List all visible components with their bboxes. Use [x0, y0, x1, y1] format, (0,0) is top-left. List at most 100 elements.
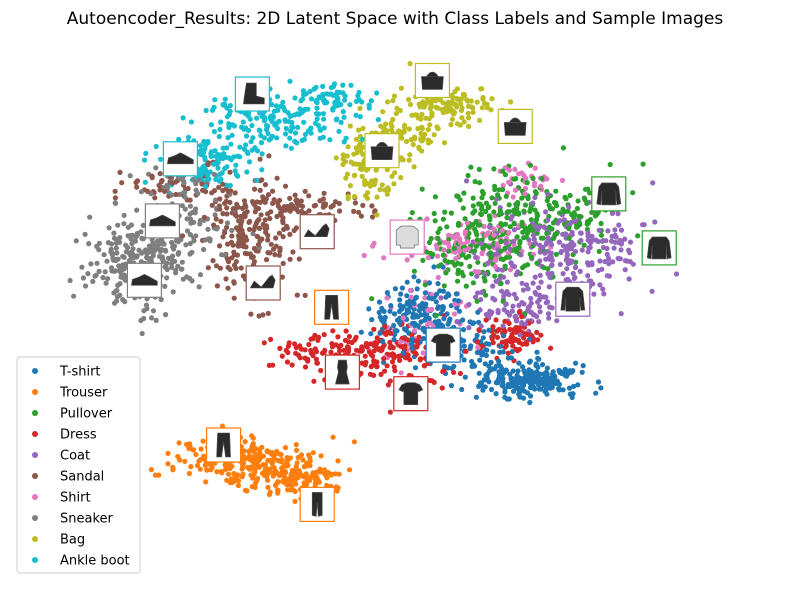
data-point-sandal	[157, 171, 163, 177]
data-point-coat	[474, 273, 480, 279]
data-point-ankle-boot	[254, 148, 261, 154]
data-point-pullover	[598, 232, 605, 238]
data-point-dress	[505, 350, 511, 356]
data-point-sneaker	[129, 255, 135, 261]
data-point-trouser	[281, 463, 287, 469]
data-point-ankle-boot	[208, 122, 215, 128]
data-point-dress	[387, 409, 393, 415]
data-point-sandal	[280, 234, 286, 240]
data-point-sandal	[282, 183, 289, 189]
data-point-trouser	[294, 460, 300, 466]
data-point-ankle-boot	[301, 91, 307, 97]
data-point-pullover	[474, 298, 480, 304]
data-point-sandal	[351, 208, 357, 214]
data-point-coat	[585, 230, 591, 236]
data-point-t-shirt	[536, 356, 542, 362]
data-point-bag	[398, 155, 404, 161]
data-point-pullover	[445, 259, 451, 265]
data-point-coat	[560, 271, 566, 277]
data-point-sandal	[119, 180, 125, 186]
data-point-trouser	[182, 458, 188, 464]
data-point-pullover	[465, 172, 471, 179]
data-point-ankle-boot	[340, 90, 346, 96]
data-point-sneaker	[105, 240, 111, 246]
data-point-pullover	[640, 161, 646, 167]
data-point-coat	[572, 218, 578, 224]
data-point-dress	[534, 329, 540, 335]
data-point-sneaker	[102, 269, 108, 275]
data-point-sneaker	[112, 300, 118, 306]
data-point-shirt	[515, 223, 522, 229]
data-point-sneaker	[169, 192, 175, 198]
data-point-ankle-boot	[203, 107, 209, 114]
data-point-t-shirt	[516, 360, 522, 366]
legend-label: Pullover	[60, 407, 113, 422]
data-point-pullover	[498, 248, 504, 254]
data-point-bag	[391, 93, 398, 99]
data-point-coat	[600, 286, 606, 292]
data-point-pullover	[479, 195, 485, 201]
data-point-dress	[381, 356, 387, 362]
data-point-ankle-boot	[256, 127, 262, 133]
data-point-dress	[318, 367, 324, 374]
data-point-shirt	[381, 255, 387, 261]
data-point-trouser	[259, 444, 265, 450]
data-point-pullover	[472, 248, 478, 254]
data-point-pullover	[500, 186, 506, 193]
data-point-sneaker	[180, 276, 186, 282]
data-point-bag	[470, 109, 476, 115]
data-point-sandal	[248, 311, 254, 317]
data-point-trouser	[240, 471, 246, 477]
data-point-t-shirt	[456, 308, 462, 314]
data-point-sandal	[274, 175, 280, 181]
data-point-bag	[363, 193, 369, 199]
data-point-bag	[398, 85, 404, 91]
data-point-trouser	[304, 473, 310, 479]
sample-image-sandal	[299, 214, 335, 250]
shirt-icon	[395, 225, 419, 249]
data-point-bag	[353, 136, 359, 142]
data-point-trouser	[278, 459, 284, 465]
data-point-ankle-boot	[208, 153, 214, 159]
data-point-coat	[519, 280, 525, 286]
data-point-bag	[393, 110, 399, 117]
data-point-bag	[461, 93, 467, 99]
data-point-t-shirt	[476, 319, 482, 325]
data-point-coat	[612, 227, 618, 233]
data-point-dress	[506, 320, 512, 326]
data-point-coat	[549, 270, 555, 276]
data-point-pullover	[546, 202, 552, 208]
data-point-ankle-boot	[228, 141, 234, 147]
data-point-ankle-boot	[321, 116, 327, 122]
data-point-sneaker	[106, 225, 112, 231]
data-point-sneaker	[141, 308, 147, 314]
data-point-t-shirt	[421, 335, 427, 342]
data-point-coat	[548, 250, 554, 256]
data-point-ankle-boot	[289, 119, 295, 126]
data-point-coat	[618, 227, 625, 233]
data-point-dress	[516, 309, 523, 315]
data-point-pullover	[552, 231, 558, 237]
data-point-sandal	[117, 169, 123, 175]
data-point-coat	[466, 325, 472, 331]
data-point-sneaker	[128, 236, 134, 242]
data-point-ankle-boot	[237, 144, 243, 150]
data-point-ankle-boot	[205, 140, 211, 146]
data-point-sneaker	[191, 219, 197, 225]
data-point-t-shirt	[408, 341, 415, 347]
data-point-pullover	[420, 257, 426, 263]
data-point-dress	[362, 353, 368, 359]
data-point-bag	[416, 146, 422, 152]
data-point-bag	[389, 173, 395, 179]
data-point-bag	[378, 123, 384, 129]
data-point-sandal	[268, 209, 274, 215]
data-point-pullover	[569, 212, 575, 218]
data-point-sneaker	[201, 246, 207, 253]
data-point-pullover	[472, 208, 478, 214]
data-point-coat	[545, 191, 551, 197]
data-point-t-shirt	[475, 309, 481, 315]
data-point-pullover	[440, 216, 446, 222]
chart-title: Autoencoder_Results: 2D Latent Space wit…	[67, 9, 724, 29]
data-point-sandal	[255, 242, 261, 248]
data-point-t-shirt	[514, 380, 520, 386]
